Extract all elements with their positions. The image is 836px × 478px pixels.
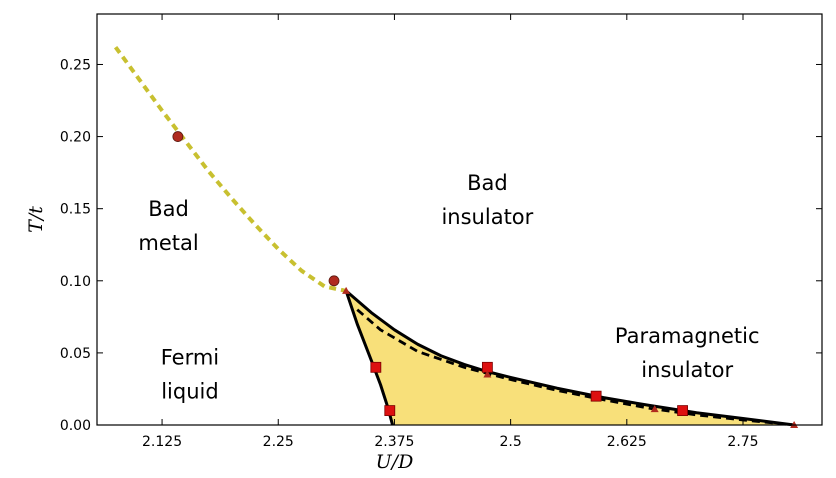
data-points-layer [172, 131, 799, 428]
x-axis-title: U/D [376, 451, 414, 473]
triangle-marker [483, 370, 492, 378]
region-label-line: Paramagnetic [615, 324, 760, 348]
y-tick-label: 0.00 [60, 418, 91, 434]
region-label-line: Bad [467, 171, 508, 195]
region-label-line: Bad [148, 197, 189, 221]
series-boundary-upper [345, 289, 795, 427]
x-tick-label: 2.625 [607, 434, 647, 450]
x-tick-label: 2.375 [374, 434, 414, 450]
region-label: Bad metal [138, 197, 198, 255]
plot-frame [96, 13, 823, 426]
region-label: Paramagnetic insulator [615, 324, 760, 382]
circle-marker [172, 131, 184, 142]
square-marker [370, 361, 382, 373]
x-tick-label: 2.25 [263, 434, 294, 450]
y-tick-label: 0.05 [60, 346, 91, 362]
y-tick-label: 0.25 [60, 57, 91, 73]
y-axis-title: T/t [25, 206, 47, 233]
y-tick-label: 0.10 [60, 274, 91, 290]
x-axis-ticks: 2.125 2.25 2.375 2.5 2.625 2.75 [142, 14, 759, 450]
series-boundary-dashed [356, 308, 795, 427]
y-tick-label: 0.20 [60, 130, 91, 146]
region-label-line: liquid [161, 379, 218, 403]
region-label-line: insulator [441, 205, 533, 229]
y-tick-label: 0.15 [60, 202, 91, 218]
square-marker [384, 405, 396, 416]
region-label: Fermi liquid [161, 345, 219, 403]
region-label-line: metal [138, 231, 198, 255]
square-marker [590, 390, 602, 402]
circle-marker [328, 275, 340, 287]
triangle-marker [342, 286, 351, 294]
region-label: Bad insulator [441, 171, 533, 229]
x-tick-label: 2.125 [142, 434, 182, 450]
region-label-line: Fermi [161, 345, 219, 369]
series-crossover [113, 45, 347, 293]
triangle-marker [650, 405, 659, 413]
x-tick-label: 2.5 [499, 434, 521, 450]
square-marker [677, 405, 688, 416]
y-axis-ticks: 0.00 0.05 0.10 0.15 0.20 0.25 [60, 57, 822, 434]
coexistence-region-fill [346, 290, 795, 425]
region-label-line: insulator [641, 358, 733, 382]
coexistence-area [346, 290, 795, 425]
x-tick-label: 2.75 [727, 434, 758, 450]
